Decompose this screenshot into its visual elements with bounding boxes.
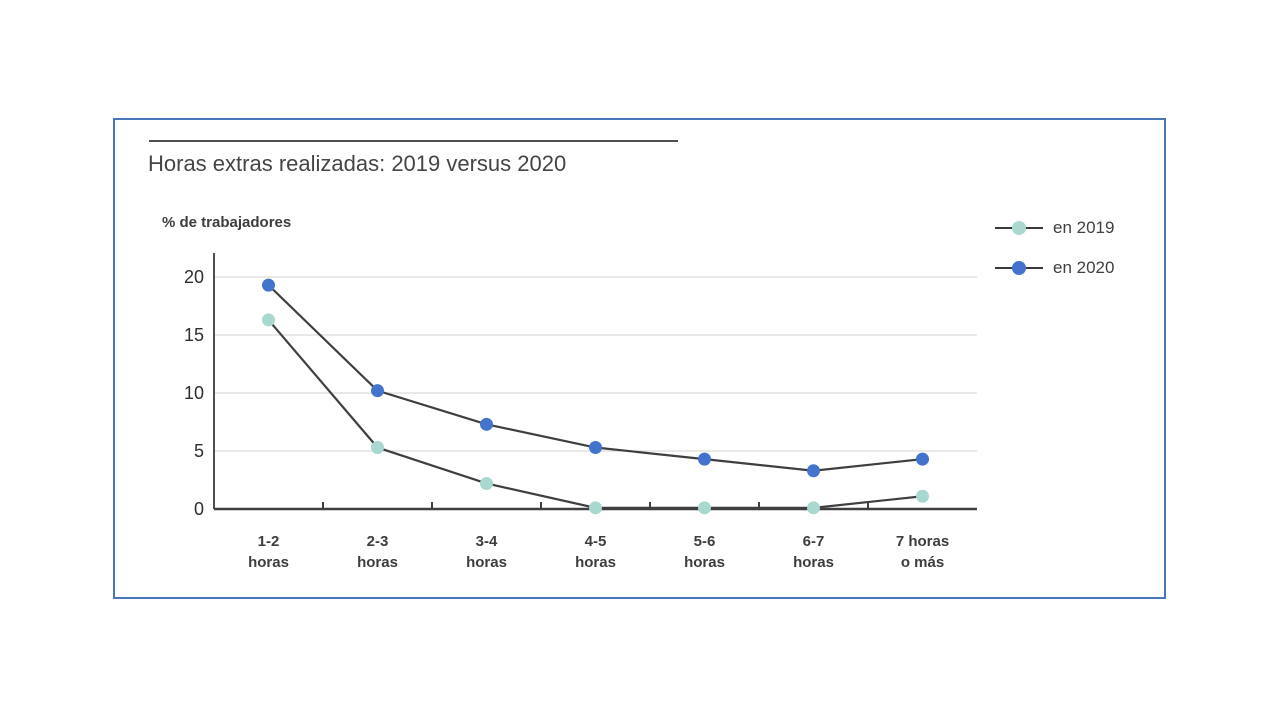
x-axis-category-label: 7 horas: [896, 533, 949, 550]
x-axis-category-label: horas: [357, 554, 398, 571]
legend-dot-icon-en-2020: [1012, 261, 1026, 275]
x-axis-category-label: 1-2: [258, 533, 280, 550]
legend-label-en-2020: en 2020: [1053, 258, 1115, 277]
data-point-en-2020-7-horas-o-más: [916, 452, 929, 466]
data-point-en-2019-5-6-horas: [698, 501, 711, 515]
x-axis-category-label: 2-3: [367, 533, 389, 550]
data-point-en-2020-2-3-horas: [371, 384, 384, 398]
x-axis-category-label: 3-4: [476, 533, 498, 550]
y-axis-tick-label: 5: [194, 441, 204, 461]
series-line-en-2019: [267, 319, 923, 509]
data-point-en-2019-2-3-horas: [371, 441, 384, 455]
y-axis-tick-label: 0: [194, 499, 204, 519]
data-point-en-2019-6-7-horas: [807, 501, 820, 515]
data-point-en-2019-3-4-horas: [480, 476, 493, 490]
data-point-en-2020-6-7-horas: [807, 464, 820, 478]
legend-dot-icon-en-2019: [1012, 221, 1026, 235]
data-point-en-2020-1-2-horas: [262, 278, 275, 292]
data-point-en-2019-4-5-horas: [589, 501, 602, 515]
data-point-en-2019-7-horas-o-más: [916, 489, 929, 503]
x-axis-category-label: horas: [793, 554, 834, 571]
y-axis-tick-label: 10: [184, 383, 204, 403]
x-axis-category-label: 4-5: [585, 533, 607, 550]
legend-marker-en-2020: [995, 261, 1043, 275]
chart-legend: en 2019 en 2020: [995, 218, 1114, 278]
chart-title: Horas extras realizadas: 2019 versus 202…: [148, 151, 567, 176]
data-point-en-2020-5-6-horas: [698, 452, 711, 466]
y-axis-tick-label: 20: [184, 267, 204, 287]
x-axis-category-label: horas: [575, 554, 616, 571]
chart-card: Horas extras realizadas: 2019 versus 202…: [113, 118, 1166, 599]
y-axis-tick-label: 15: [184, 325, 204, 345]
x-axis-category-label: horas: [466, 554, 507, 571]
x-axis-category-label: horas: [684, 554, 725, 571]
legend-label-en-2019: en 2019: [1053, 218, 1115, 237]
legend-marker-en-2019: [995, 221, 1043, 235]
y-axis-title: % de trabajadores: [162, 214, 292, 231]
title-rule: [149, 140, 678, 142]
x-axis-category-label: o más: [901, 554, 944, 571]
x-axis-category-label: 6-7: [803, 533, 825, 550]
data-point-en-2020-4-5-horas: [589, 441, 602, 455]
x-axis-category-label: 5-6: [694, 533, 716, 550]
data-point-en-2020-3-4-horas: [480, 417, 493, 431]
data-point-en-2019-1-2-horas: [262, 313, 275, 327]
legend-item-en-2020: en 2020: [995, 258, 1114, 278]
legend-item-en-2019: en 2019: [995, 218, 1114, 238]
x-axis-category-label: horas: [248, 554, 289, 571]
